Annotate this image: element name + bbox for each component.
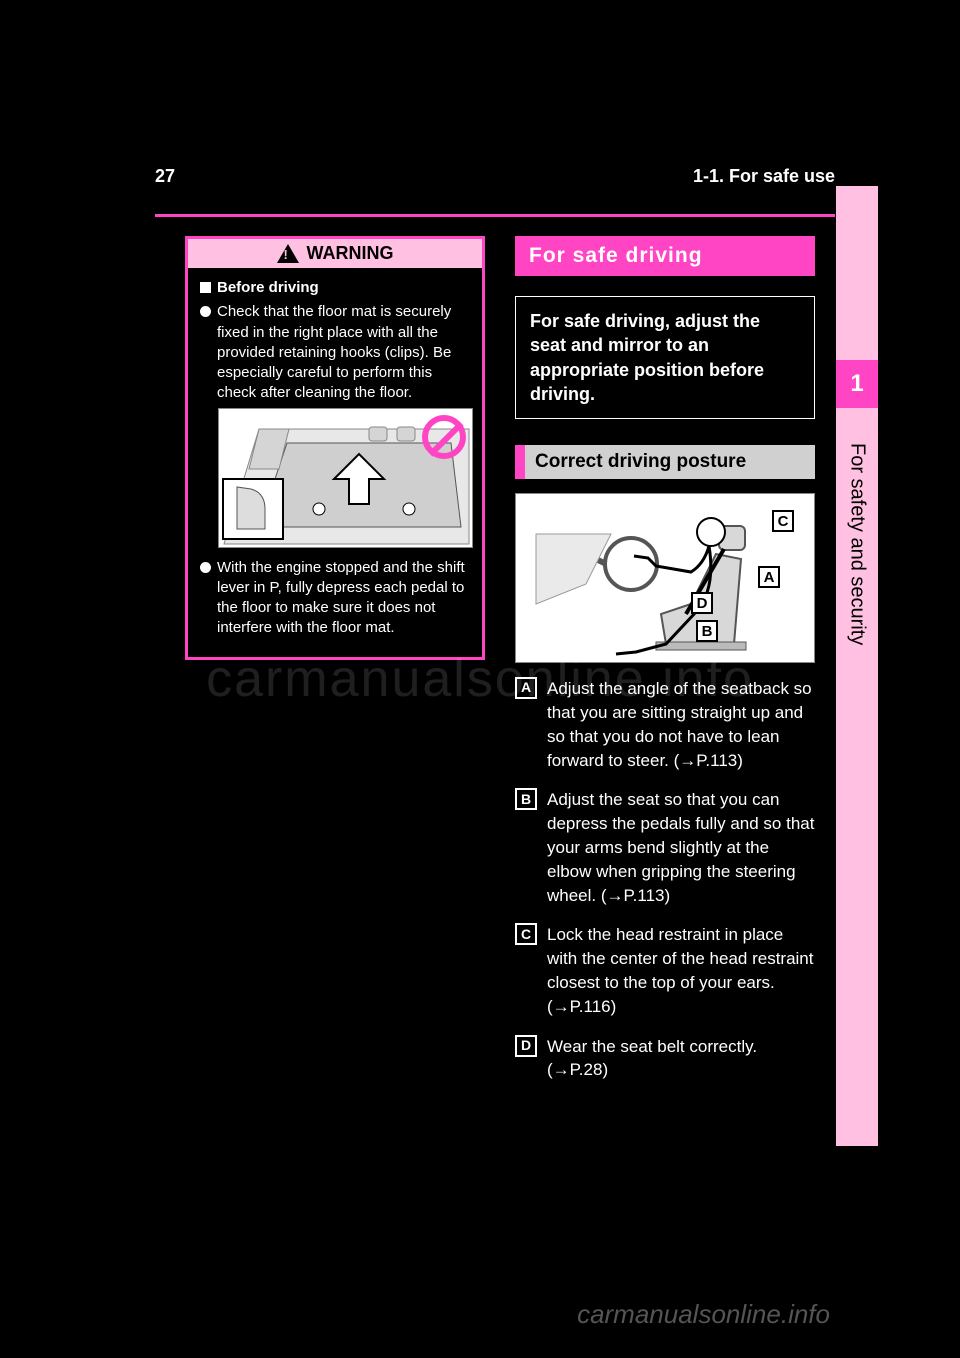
item-marker: A (515, 677, 537, 699)
left-column: WARNING Before driving Check that the fl… (185, 236, 485, 660)
summary-box: For safe driving, adjust the seat and mi… (515, 296, 815, 419)
item-marker: D (515, 1035, 537, 1057)
figure-tag-a: A (758, 566, 780, 588)
warning-heading-text: Before driving (217, 278, 319, 298)
item-text: Adjust the seat so that you can depress … (547, 788, 815, 907)
warning-body: Before driving Check that the floor mat … (188, 268, 482, 657)
running-head: 27 1-1. For safe use (155, 166, 835, 187)
square-bullet-icon (200, 282, 211, 293)
warning-bullet-text: Check that the floor mat is securely fix… (217, 302, 470, 403)
figure-tag-d: D (691, 592, 713, 614)
sub-heading: Correct driving posture (515, 445, 815, 479)
item-text: Adjust the angle of the seatback so that… (547, 677, 815, 772)
breadcrumb: 1-1. For safe use (693, 166, 835, 187)
warning-header: WARNING (188, 239, 482, 268)
item-text: Lock the head restraint in place with th… (547, 923, 815, 1018)
posture-item-d: D Wear the seat belt correctly. (→P.28) (515, 1035, 815, 1083)
right-column: For safe driving For safe driving, adjus… (515, 236, 815, 1098)
item-marker: C (515, 923, 537, 945)
warning-bullet: With the engine stopped and the shift le… (200, 558, 470, 639)
floor-mat-figure (218, 408, 473, 548)
warning-bullet-text: With the engine stopped and the shift le… (217, 558, 470, 639)
round-bullet-icon (200, 562, 211, 573)
warning-subheading: Before driving (200, 278, 470, 298)
posture-list: A Adjust the angle of the seatback so th… (515, 677, 815, 1082)
figure-tag-c: C (772, 510, 794, 532)
footer-watermark: carmanualsonline.info (577, 1299, 830, 1330)
top-rule (155, 214, 835, 217)
content-area: 27 1-1. For safe use WARNING Before driv… (155, 186, 835, 1146)
posture-figure: C A D B (515, 493, 815, 663)
item-marker: B (515, 788, 537, 810)
posture-item-c: C Lock the head restraint in place with … (515, 923, 815, 1018)
warning-box: WARNING Before driving Check that the fl… (185, 236, 485, 660)
prohibit-icon (422, 415, 466, 459)
round-bullet-icon (200, 306, 211, 317)
figure-tag-b: B (696, 620, 718, 642)
warning-icon (277, 244, 299, 263)
chapter-tab: 1 (836, 360, 878, 408)
warning-title: WARNING (307, 243, 394, 264)
posture-item-b: B Adjust the seat so that you can depres… (515, 788, 815, 907)
page-number: 27 (155, 166, 175, 187)
chapter-side-label: For safety and security (836, 435, 878, 735)
warning-bullet: Check that the floor mat is securely fix… (200, 302, 470, 403)
item-text: Wear the seat belt correctly. (→P.28) (547, 1035, 815, 1083)
section-heading: For safe driving (515, 236, 815, 276)
page: 1 For safety and security 27 1-1. For sa… (0, 0, 960, 1358)
posture-item-a: A Adjust the angle of the seatback so th… (515, 677, 815, 772)
